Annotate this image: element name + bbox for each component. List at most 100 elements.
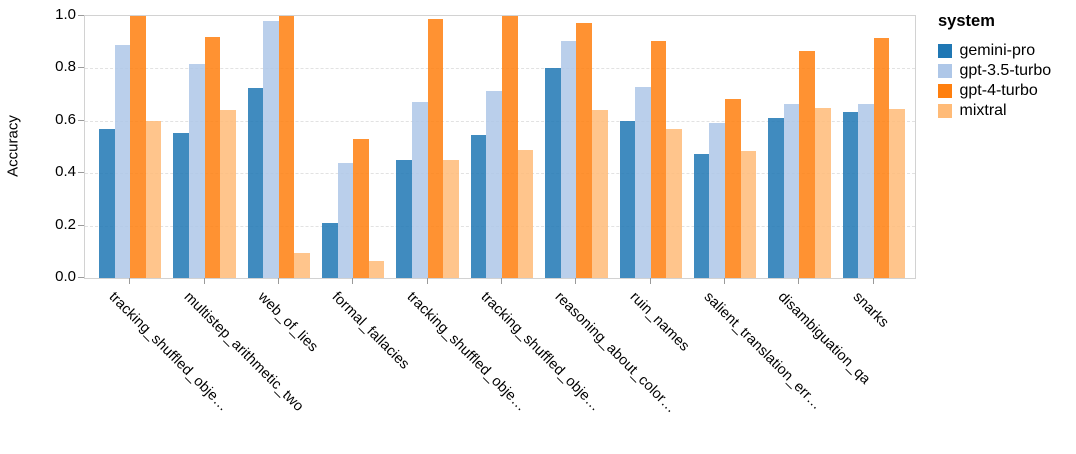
bar-gemini-pro bbox=[247, 88, 264, 278]
x-tick-label: tracking_shuffled_obje… bbox=[105, 289, 232, 415]
bar-gpt-4-turbo bbox=[873, 38, 890, 278]
bar-gemini-pro bbox=[693, 153, 710, 278]
y-tick-label: 0.6 bbox=[55, 110, 76, 128]
bar-gpt-3.5-turbo bbox=[263, 21, 279, 278]
x-tick bbox=[277, 278, 279, 284]
x-tick bbox=[203, 278, 205, 284]
x-tick-label: tracking_shuffled_obje… bbox=[477, 289, 604, 415]
y-tick-label: 0.8 bbox=[55, 58, 76, 76]
bar-gpt-3.5-turbo bbox=[709, 123, 726, 278]
x-tick bbox=[649, 278, 651, 284]
x-tick-label: tracking_shuffled_obje… bbox=[403, 289, 529, 415]
x-tick-label: multistep_arithmetic_two bbox=[180, 289, 307, 415]
bar-gemini-pro bbox=[173, 132, 189, 278]
bar-gpt-3.5-turbo bbox=[337, 162, 354, 278]
legend-item-label: gemini-pro bbox=[959, 42, 1036, 59]
bar-gpt-4-turbo bbox=[278, 16, 295, 278]
bar-gpt-4-turbo bbox=[650, 40, 667, 278]
x-tick-label: ruin_names bbox=[626, 289, 693, 355]
y-tick bbox=[78, 119, 84, 121]
bar-gemini-pro bbox=[545, 68, 561, 278]
bar-group bbox=[614, 16, 688, 278]
legend-items: gemini-pro gpt-3.5-turbo gpt-4-turbo mixtra… bbox=[938, 41, 1051, 121]
bar-group bbox=[390, 16, 464, 278]
y-tick bbox=[78, 15, 84, 16]
legend-swatch-gpt-3.5-turbo bbox=[938, 64, 952, 78]
x-tick-label: web_of_lies bbox=[254, 289, 321, 356]
legend-title: system bbox=[938, 12, 995, 30]
bar-gpt-4-turbo bbox=[204, 36, 221, 278]
x-tick bbox=[872, 278, 874, 284]
bar-mixtral bbox=[443, 160, 459, 278]
legend-item: gpt-4-turbo bbox=[938, 81, 1051, 101]
bar-mixtral bbox=[740, 150, 757, 278]
legend-item-label: mixtral bbox=[959, 102, 1007, 119]
bar-group bbox=[762, 16, 836, 278]
bar-gpt-3.5-turbo bbox=[560, 40, 577, 278]
bar-gpt-4-turbo bbox=[427, 18, 444, 278]
bar-gpt-3.5-turbo bbox=[188, 64, 205, 278]
legend-swatch-gemini-pro bbox=[938, 44, 952, 58]
legend-swatch-gpt-4-turbo bbox=[938, 84, 952, 98]
bar-gemini-pro bbox=[842, 111, 859, 278]
y-tick bbox=[78, 67, 84, 69]
legend-item-label: gpt-4-turbo bbox=[959, 82, 1038, 99]
bar-gpt-3.5-turbo bbox=[783, 103, 800, 278]
bar-gemini-pro bbox=[768, 118, 784, 278]
x-tick bbox=[129, 278, 131, 284]
legend-item: mixtral bbox=[938, 101, 1051, 121]
bar-group bbox=[316, 16, 390, 278]
bar-group bbox=[242, 16, 316, 278]
bars-layer bbox=[85, 16, 915, 278]
gridline bbox=[85, 68, 915, 70]
bar-group bbox=[93, 16, 167, 278]
bar-gpt-4-turbo bbox=[799, 51, 815, 278]
bar-gpt-3.5-turbo bbox=[114, 44, 131, 278]
bar-gemini-pro bbox=[396, 160, 413, 278]
bar-gemini-pro bbox=[470, 135, 487, 278]
bar-gemini-pro bbox=[619, 120, 636, 278]
y-axis-title: Accuracy bbox=[4, 115, 22, 177]
x-tick bbox=[501, 278, 502, 284]
bar-group bbox=[465, 16, 539, 278]
bar-mixtral bbox=[591, 110, 608, 278]
bar-mixtral bbox=[517, 149, 534, 278]
legend-swatch-mixtral bbox=[938, 104, 952, 118]
y-tick bbox=[78, 172, 84, 174]
bar-gemini-pro bbox=[98, 128, 115, 278]
x-tick bbox=[798, 278, 800, 284]
bar-gpt-3.5-turbo bbox=[635, 86, 651, 278]
y-tick bbox=[78, 277, 84, 278]
legend: system gemini-pro gpt-3.5-turbo gpt-4-turb… bbox=[938, 12, 1051, 121]
bar-gpt-3.5-turbo bbox=[412, 102, 428, 278]
legend-item-label: gpt-3.5-turbo bbox=[959, 62, 1052, 79]
bar-mixtral bbox=[666, 128, 682, 278]
bar-gemini-pro bbox=[322, 222, 338, 278]
bar-gpt-4-turbo bbox=[353, 139, 369, 278]
y-tick-label: 1.0 bbox=[55, 6, 76, 23]
x-tick-label: salient_translation_err… bbox=[700, 289, 825, 414]
bar-group bbox=[539, 16, 613, 278]
y-tick-label: 0.4 bbox=[55, 163, 76, 181]
bar-mixtral bbox=[368, 260, 385, 278]
bar-mixtral bbox=[145, 120, 162, 278]
y-tick-label: 0.0 bbox=[55, 268, 76, 285]
x-tick-label: snarks bbox=[849, 289, 892, 331]
y-tick-label: 0.2 bbox=[55, 215, 76, 233]
bar-gpt-4-turbo bbox=[130, 16, 146, 278]
bar-mixtral bbox=[815, 107, 831, 278]
x-tick bbox=[352, 278, 354, 284]
bar-gpt-4-turbo bbox=[501, 16, 518, 278]
x-tick-label: formal_fallacies bbox=[328, 289, 413, 373]
bar-group bbox=[167, 16, 241, 278]
bar-group bbox=[688, 16, 762, 278]
bar-gpt-4-turbo bbox=[576, 22, 592, 278]
x-tick bbox=[575, 278, 577, 284]
bar-mixtral bbox=[889, 109, 905, 278]
x-tick-label: reasoning_about_color… bbox=[552, 289, 680, 417]
bar-group bbox=[837, 16, 911, 278]
x-tick bbox=[724, 278, 726, 284]
legend-item: gpt-3.5-turbo bbox=[938, 61, 1051, 81]
x-tick bbox=[426, 278, 428, 284]
